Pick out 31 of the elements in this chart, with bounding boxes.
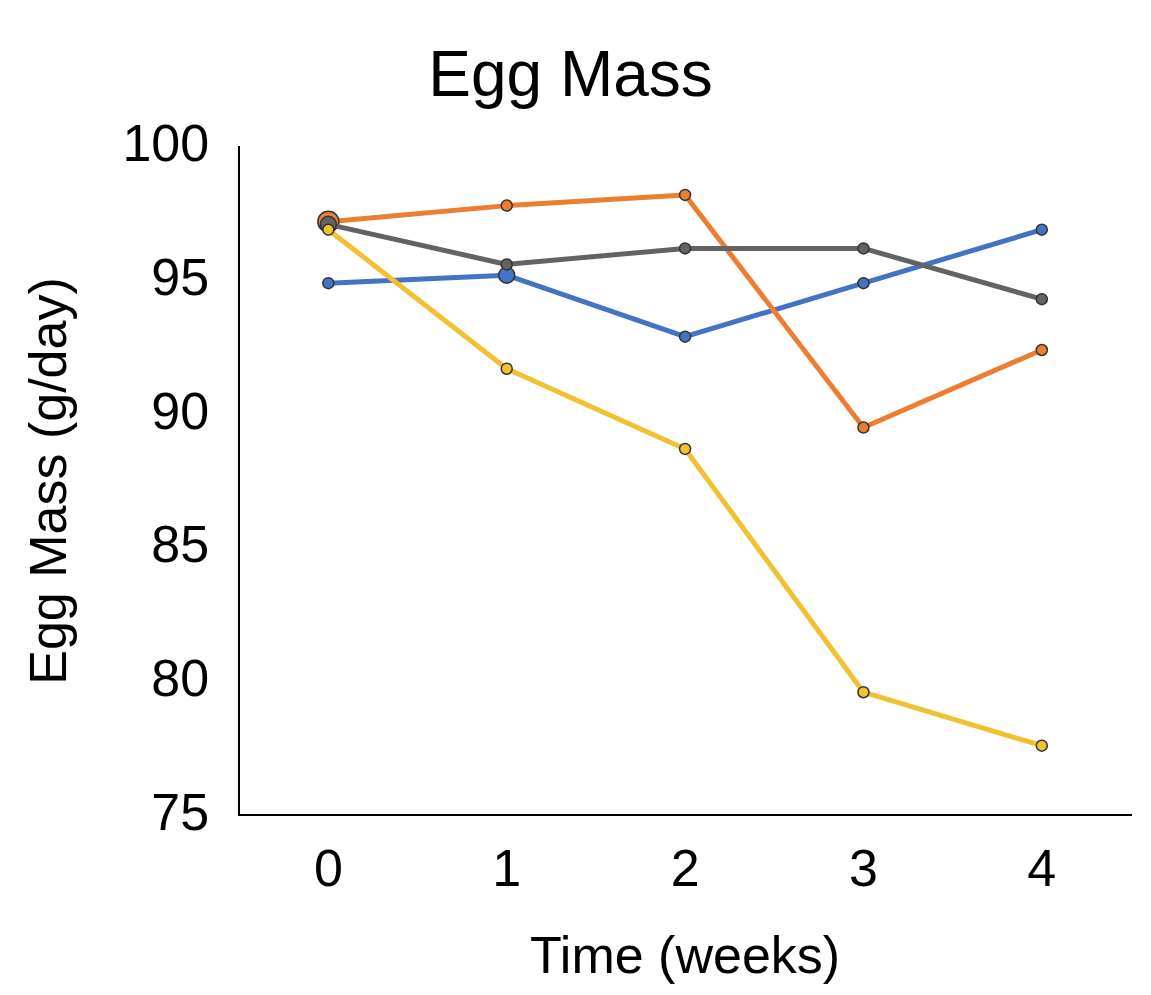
- point: [1035, 739, 1049, 752]
- x-tick-label: 3: [848, 838, 878, 897]
- point: [678, 330, 692, 343]
- point: [857, 685, 870, 699]
- y-tick-label: 90: [151, 381, 210, 440]
- x-tick-label: 4: [1027, 838, 1057, 897]
- chart-title: Egg Mass: [428, 38, 713, 111]
- point: [1035, 223, 1049, 236]
- x-tick-label: 2: [670, 838, 700, 897]
- point: [500, 258, 513, 271]
- x-axis-title: Time (weeks): [530, 926, 841, 985]
- y-tick-label: 75: [151, 782, 210, 841]
- point: [857, 276, 870, 290]
- point: [678, 442, 692, 456]
- point: [500, 362, 513, 375]
- point: [1035, 343, 1049, 357]
- x-tick-label: 1: [492, 838, 522, 897]
- point: [678, 242, 692, 255]
- point: [1035, 292, 1049, 306]
- y-axis-title: Egg Mass (g/day): [18, 277, 77, 685]
- y-tick-label: 80: [151, 648, 210, 707]
- y-tick-label: 100: [122, 114, 210, 173]
- point: [322, 276, 335, 290]
- point: [322, 223, 335, 236]
- point: [678, 188, 692, 202]
- point: [857, 242, 870, 255]
- point: [500, 199, 513, 212]
- y-tick-label: 95: [151, 247, 210, 306]
- x-tick-label: 0: [313, 838, 343, 897]
- y-tick-label: 85: [151, 515, 210, 574]
- point: [857, 421, 870, 434]
